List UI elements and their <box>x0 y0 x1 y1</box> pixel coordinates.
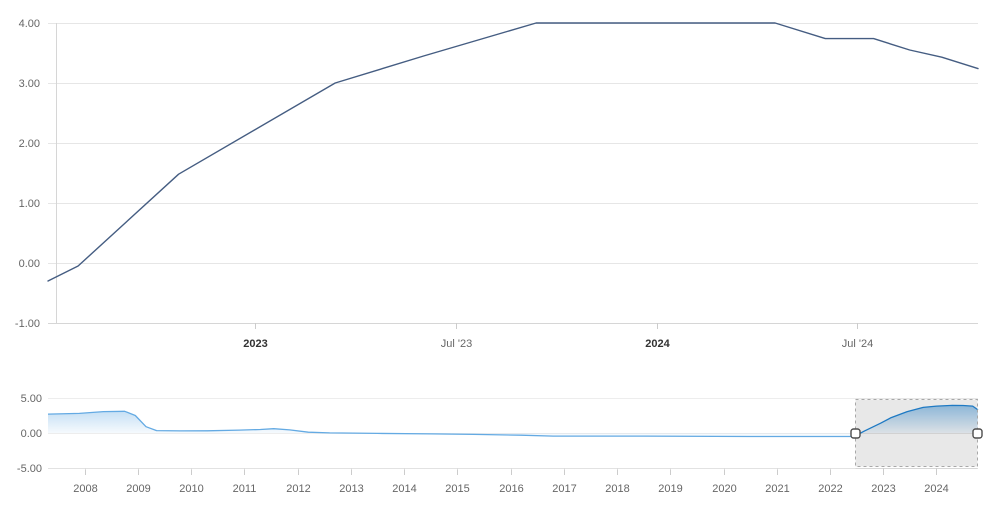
main-x-axis-label: Jul '24 <box>842 338 873 350</box>
nav-x-axis-label: 2013 <box>339 483 363 495</box>
main-y-axis-label: 2.00 <box>19 138 40 150</box>
main-plot-area[interactable] <box>48 23 978 323</box>
main-y-axis-label: 0.00 <box>19 258 40 270</box>
nav-handle-right[interactable] <box>972 428 983 439</box>
nav-x-axis-label: 2009 <box>126 483 150 495</box>
nav-x-axis-label: 2018 <box>605 483 629 495</box>
nav-x-axis-label: 2011 <box>233 483 257 495</box>
nav-mask-left[interactable] <box>48 396 856 470</box>
main-y-axis-label: -1.00 <box>15 318 40 330</box>
nav-series-line <box>47 404 979 438</box>
nav-x-axis-label: 2016 <box>499 483 523 495</box>
nav-handle-left[interactable] <box>850 428 861 439</box>
nav-x-axis-label: 2014 <box>392 483 416 495</box>
nav-x-axis-label: 2017 <box>552 483 576 495</box>
nav-x-axis-label: 2022 <box>818 483 842 495</box>
main-series-line <box>47 22 979 282</box>
main-x-axis-label: 2024 <box>645 338 670 350</box>
main-y-axis-label: 1.00 <box>19 198 40 210</box>
navigator: 5.00 0.00 -5.00 2008 2009 2010 2011 2012 2013 201… <box>17 393 983 495</box>
nav-x-axis-label: 2020 <box>712 483 736 495</box>
main-x-axis-label: 2023 <box>243 338 267 350</box>
nav-x-axis-label: 2010 <box>179 483 203 495</box>
nav-y-axis-label: -5.00 <box>17 463 42 475</box>
main-chart: 4.00 3.00 2.00 1.00 0.00 -1.00 2023 Jul '23 2024… <box>15 18 979 350</box>
nav-x-axis-label: 2024 <box>924 483 948 495</box>
nav-x-axis-label: 2021 <box>765 483 789 495</box>
nav-x-axis-label: 2015 <box>445 483 469 495</box>
nav-y-axis-label: 0.00 <box>21 428 42 440</box>
nav-x-axis-label: 2023 <box>871 483 895 495</box>
nav-x-axis-label: 2019 <box>658 483 682 495</box>
nav-y-axis-label: 5.00 <box>21 393 42 405</box>
main-y-axis-label: 4.00 <box>19 18 40 30</box>
nav-x-axis-label: 2012 <box>286 483 310 495</box>
nav-selected-range[interactable] <box>855 399 978 467</box>
nav-x-axis-label: 2008 <box>73 483 97 495</box>
main-y-axis-label: 3.00 <box>19 78 40 90</box>
main-x-axis-label: Jul '23 <box>441 338 472 350</box>
